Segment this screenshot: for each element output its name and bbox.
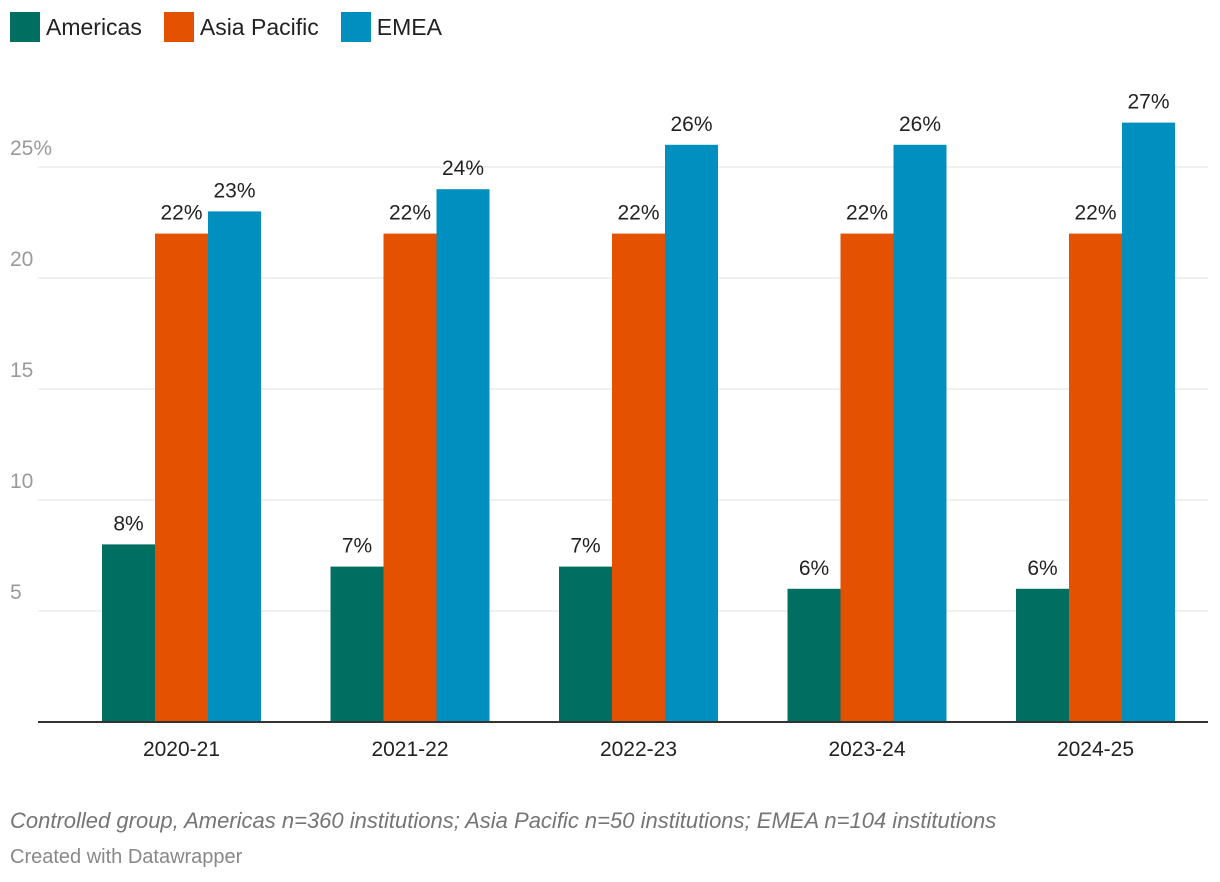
data-label: 26% [670,113,712,136]
data-label: 26% [899,113,941,136]
bar [1016,588,1069,722]
x-tick-label: 2020-21 [143,738,220,761]
legend-label-americas: Americas [46,13,142,40]
bar [893,144,947,723]
footnote: Controlled group, Americas n=360 institu… [10,808,997,833]
legend-item-asia-pacific: Asia Pacific [163,12,319,42]
bar [612,233,665,722]
bar [787,588,841,722]
legend-label-emea: EMEA [376,13,442,40]
data-label: 22% [160,202,202,225]
bar [840,233,894,722]
bar [665,144,718,723]
x-tick-label: 2024-25 [1057,738,1134,761]
data-label: 6% [1027,557,1057,580]
bar [330,566,384,722]
x-tick-label: 2023-24 [828,738,905,761]
legend-label-asia-pacific: Asia Pacific [199,13,319,40]
y-tick-label: 5 [10,581,22,604]
data-label: 6% [799,557,829,580]
data-label: 8% [113,512,143,535]
bar [155,233,208,722]
bar [436,189,490,722]
legend: Americas Asia Pacific EMEA [10,12,464,42]
data-label: 23% [213,179,255,202]
legend-swatch-americas [10,12,40,42]
bar [1122,122,1175,723]
bar [102,544,155,722]
data-label: 7% [342,535,372,558]
bar [208,211,261,722]
credit-line: Created with Datawrapper [10,846,243,868]
x-tick-label: 2021-22 [371,738,448,761]
bar [1069,233,1122,722]
data-label: 22% [1074,202,1116,225]
x-tick-label: 2022-23 [600,738,677,761]
bar [383,233,437,722]
legend-swatch-emea [340,12,371,42]
data-label: 7% [570,535,600,558]
data-label: 22% [617,202,659,225]
data-label: 22% [846,202,888,225]
data-label: 22% [389,202,431,225]
y-tick-label: 10 [10,470,33,493]
legend-item-emea: EMEA [340,12,442,42]
legend-item-americas: Americas [10,12,142,42]
legend-swatch-asia-pacific [163,12,194,42]
y-tick-label: 25% [10,137,52,160]
data-label: 24% [442,157,484,180]
data-label: 27% [1127,91,1169,114]
bar [559,566,612,722]
y-tick-label: 15 [10,359,33,382]
y-tick-label: 20 [10,248,33,271]
